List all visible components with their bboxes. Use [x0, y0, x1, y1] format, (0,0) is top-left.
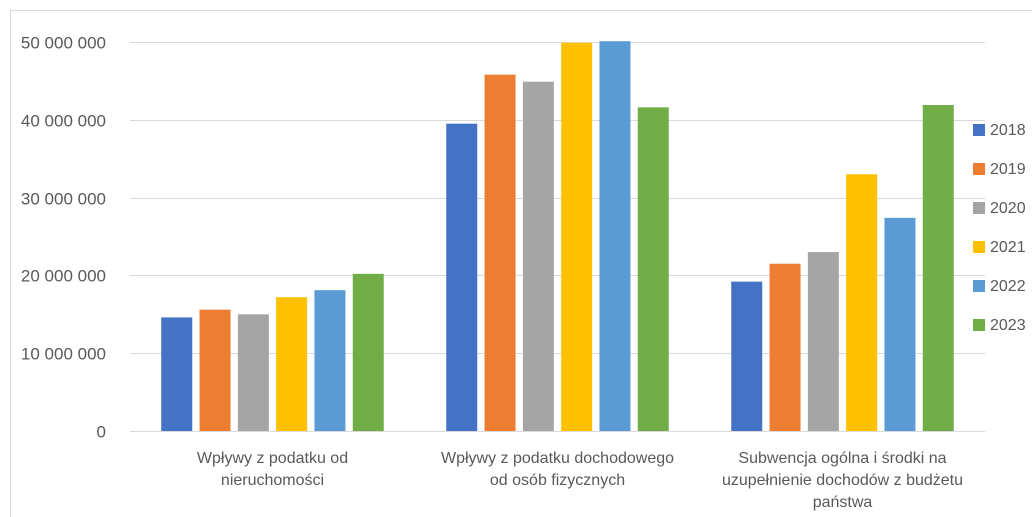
- bar-2018-cat1: [161, 317, 193, 431]
- bar-2023-cat1: [352, 273, 384, 431]
- category-label: nieruchomości: [221, 472, 324, 489]
- bar-2019-cat1: [199, 309, 231, 431]
- bar-2020-cat2: [522, 81, 554, 431]
- legend-swatch-2022: [973, 280, 985, 292]
- bar-2020-cat3: [807, 252, 839, 431]
- y-tick-label: 20 000 000: [21, 267, 106, 286]
- y-tick-label: 40 000 000: [21, 112, 106, 131]
- chart-border: [10, 10, 1032, 517]
- bar-2020-cat1: [237, 314, 269, 431]
- bar-2022-cat2: [599, 41, 631, 432]
- y-tick-label: 30 000 000: [21, 190, 106, 209]
- bar-2018-cat2: [446, 123, 478, 431]
- bar-2018-cat3: [731, 281, 763, 431]
- bar-2019-cat2: [484, 74, 516, 432]
- category-label: uzupełnienie dochodów z budżetu: [722, 472, 963, 489]
- category-label: państwa: [813, 494, 873, 511]
- x-axis: Wpływy z podatku od nieruchomości Wpływy z…: [197, 450, 963, 511]
- bar-2021-cat3: [846, 174, 878, 431]
- legend-swatch-2018: [973, 124, 985, 136]
- legend-label-2023: 2023: [990, 317, 1026, 334]
- legend-swatch-2023: [973, 319, 985, 331]
- legend-swatch-2020: [973, 202, 985, 214]
- y-tick-label: 50 000 000: [21, 34, 106, 53]
- legend-label-2018: 2018: [990, 122, 1026, 139]
- bar-2021-cat1: [276, 297, 308, 431]
- legend-label-2020: 2020: [990, 200, 1026, 217]
- bar-2021-cat2: [561, 42, 593, 431]
- legend: 2018 2019 2020 2021 2022 2023: [973, 122, 1026, 334]
- category-label: Wpływy z podatku od: [197, 450, 348, 467]
- gridlines: [130, 42, 985, 432]
- y-tick-label: 0: [97, 423, 106, 442]
- legend-label-2019: 2019: [990, 161, 1026, 178]
- category-label: Subwencja ogólna i środki na: [738, 450, 946, 467]
- legend-label-2021: 2021: [990, 239, 1026, 256]
- bar-2022-cat1: [314, 290, 346, 431]
- legend-swatch-2019: [973, 163, 985, 175]
- category-label: Wpływy z podatku dochodowego: [441, 450, 674, 467]
- legend-label-2022: 2022: [990, 278, 1026, 295]
- bars: [161, 41, 954, 432]
- legend-swatch-2021: [973, 241, 985, 253]
- y-tick-label: 10 000 000: [21, 345, 106, 364]
- category-label: od osób fizycznych: [490, 472, 625, 489]
- bar-2023-cat2: [637, 107, 669, 432]
- bar-2019-cat3: [769, 263, 801, 431]
- y-axis: 0 10 000 000 20 000 000 30 000 000 40 000 00…: [21, 34, 106, 442]
- bar-2023-cat3: [922, 105, 954, 431]
- bar-2022-cat3: [884, 217, 916, 431]
